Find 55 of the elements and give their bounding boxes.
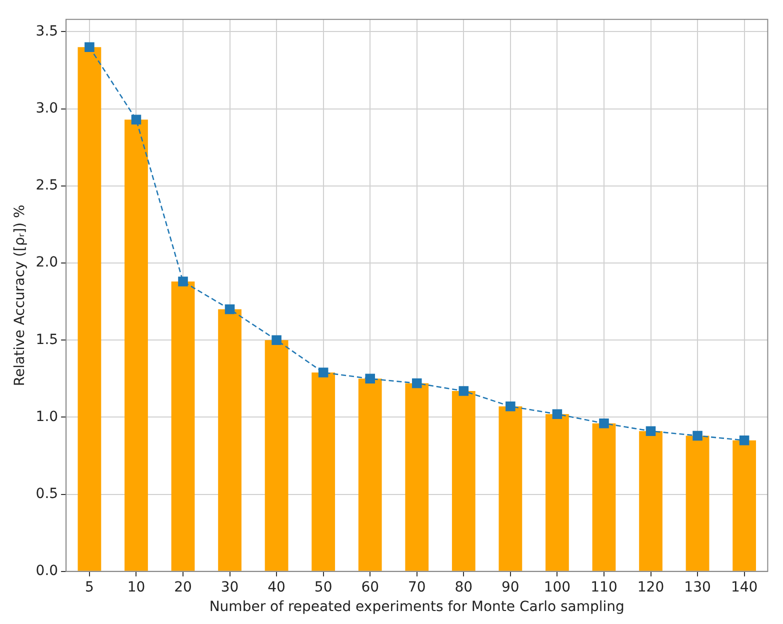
point (739, 435, 750, 446)
x-tick-label: 40 (268, 579, 286, 596)
point (599, 418, 609, 428)
bar (78, 47, 102, 571)
bar (686, 436, 710, 571)
bar (171, 282, 195, 571)
point (458, 386, 469, 396)
point (224, 304, 235, 314)
bar (546, 414, 569, 571)
x-tick-label: 100 (544, 579, 571, 596)
x-tick-label: 140 (730, 579, 758, 596)
x-tick-label: 30 (220, 579, 239, 596)
y-axis-title: Relative Accuracy ([ρᵣ]) % (12, 204, 28, 386)
point (646, 426, 656, 436)
y-tick-label: 1.0 (36, 408, 58, 425)
bar (358, 378, 382, 571)
y-tick-label: 1.5 (36, 332, 58, 348)
x-tick-label: 120 (637, 579, 664, 596)
x-tick-label: 130 (684, 579, 711, 596)
point (272, 335, 282, 346)
bar (405, 383, 429, 571)
y-tick-label: 3.5 (36, 23, 58, 40)
bar (218, 309, 242, 571)
point (84, 42, 94, 52)
y-tick-label: 2.5 (36, 178, 58, 194)
point (692, 430, 702, 441)
x-tick-label: 110 (590, 579, 618, 596)
x-tick-label: 70 (408, 579, 426, 596)
x-tick-label: 10 (127, 579, 146, 596)
y-tick-label: 0.5 (36, 486, 58, 502)
x-axis-title: Number of repeated experiments for Monte Carlo sampling (209, 599, 624, 616)
x-tick-label: 50 (314, 579, 332, 596)
bar (452, 391, 476, 571)
y-tick-label: 0.0 (36, 563, 58, 580)
point (131, 114, 142, 125)
x-tick-label: 90 (502, 579, 520, 596)
bar (592, 423, 616, 571)
y-tick-label: 3.0 (36, 100, 58, 116)
x-tick-label: 80 (454, 579, 473, 596)
bar (732, 440, 756, 571)
bar (498, 406, 522, 571)
point (412, 378, 422, 388)
x-tick-label: 60 (361, 579, 380, 596)
x-tick-label: 20 (174, 579, 192, 596)
point (506, 402, 516, 412)
point (318, 368, 328, 378)
point (552, 409, 562, 420)
bar (639, 431, 662, 571)
y-tick-label: 2.0 (36, 254, 58, 271)
x-tick-label: 5 (84, 579, 94, 596)
bar (124, 120, 148, 571)
point (365, 374, 375, 384)
bar (312, 372, 336, 571)
bar (264, 340, 288, 571)
point (178, 276, 188, 286)
